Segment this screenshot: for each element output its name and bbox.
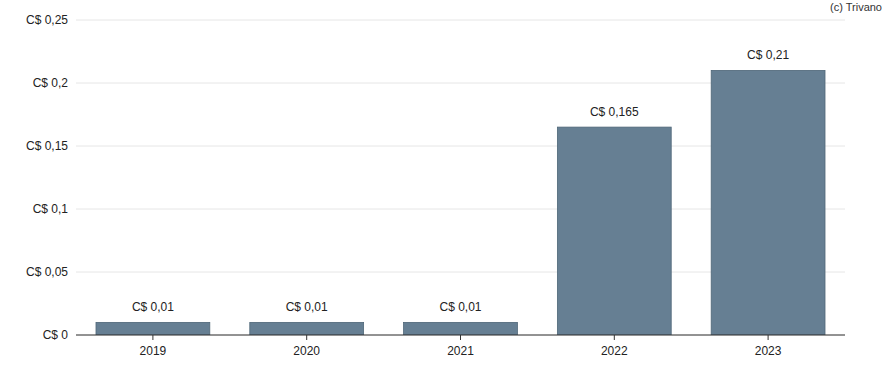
x-tick [614,335,615,340]
data-label: C$ 0,21 [747,48,789,62]
data-label: C$ 0,01 [286,300,328,314]
x-tick-label: 2022 [601,344,628,358]
chart: (c) Trivano C$ 0 C$ 0,05 C$ 0,1 C$ 0,15 C$ 0,… [0,0,888,370]
bar [557,127,671,335]
y-tick-label: C$ 0,25 [26,13,68,27]
x-tick [768,335,769,340]
x-tick [306,335,307,340]
bar [404,322,518,335]
y-tick-label: C$ 0,05 [26,265,68,279]
x-tick-label: 2023 [755,344,782,358]
grid-line [76,20,845,21]
data-label: C$ 0,165 [590,105,639,119]
data-label: C$ 0,01 [439,300,481,314]
bars [96,70,825,335]
bar [250,322,364,335]
x-tick [152,335,153,340]
x-tick [460,335,461,340]
y-tick-label: C$ 0,2 [33,76,69,90]
y-tick-label: C$ 0,15 [26,139,68,153]
x-tick-label: 2021 [447,344,474,358]
x-tick-label: 2020 [293,344,320,358]
bar [96,322,210,335]
data-label: C$ 0,01 [132,300,174,314]
x-tick-label: 2019 [140,344,167,358]
y-tick-label: C$ 0,1 [33,202,69,216]
bar [711,70,825,335]
credit: (c) Trivano [830,1,882,13]
y-tick-label: C$ 0 [43,328,69,342]
